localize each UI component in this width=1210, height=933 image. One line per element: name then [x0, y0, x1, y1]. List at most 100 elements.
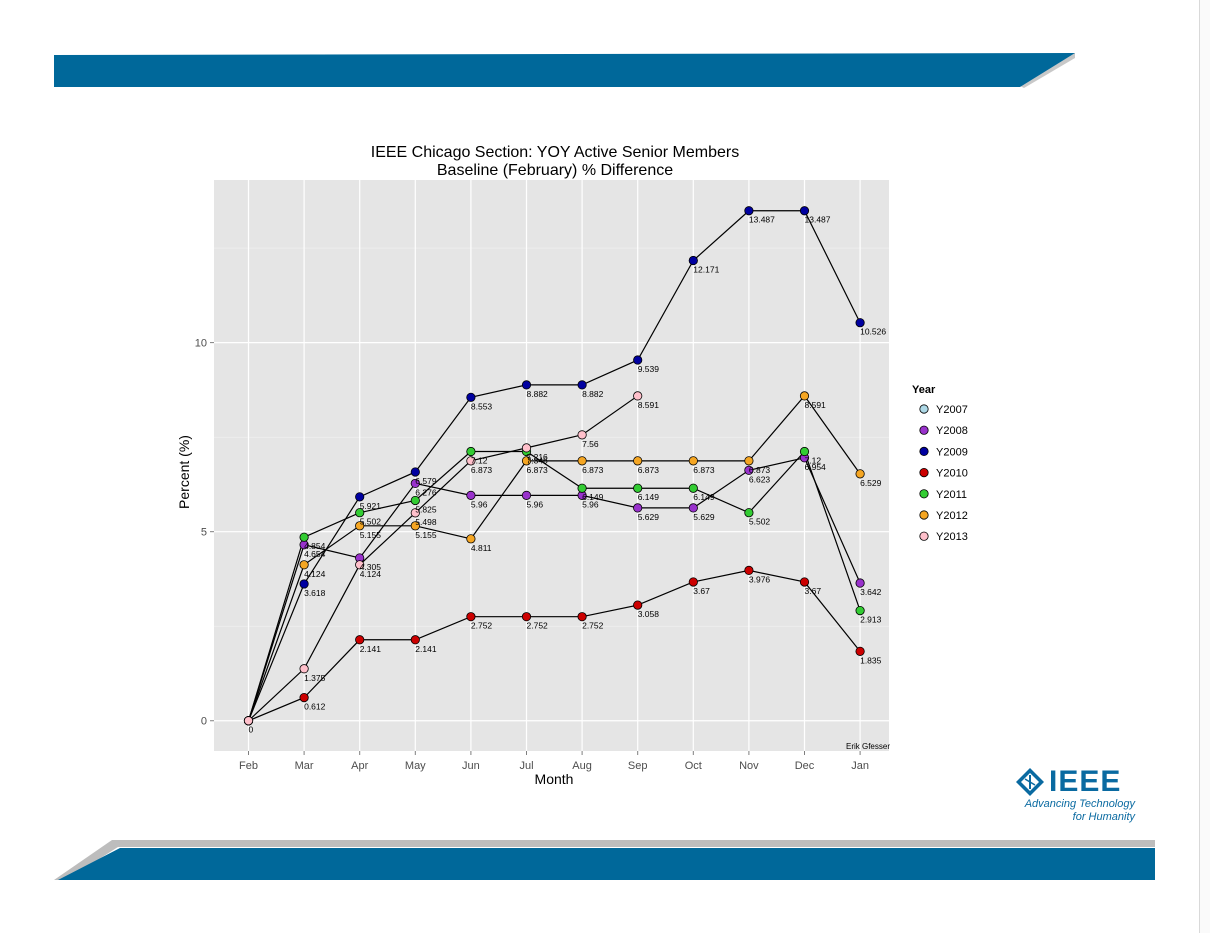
data-point-y2012 — [577, 456, 587, 466]
data-label-y2010: 3.67 — [805, 586, 822, 596]
legend-key-y2007 — [919, 404, 929, 414]
bottom-banner — [54, 840, 1155, 880]
data-label-y2008: 3.642 — [860, 587, 882, 597]
data-point-y2009 — [410, 467, 420, 477]
data-label-y2009: 8.553 — [471, 401, 493, 411]
data-point-y2009 — [688, 255, 698, 266]
data-label-y2013: 1.375 — [304, 673, 326, 683]
data-point-y2011 — [577, 483, 587, 493]
data-label-y2009: 9.539 — [638, 364, 660, 374]
data-point-y2010 — [466, 612, 476, 622]
data-label-y2008: 5.629 — [693, 512, 715, 522]
data-label-y2010: 2.752 — [471, 621, 493, 631]
data-point-y2013 — [633, 391, 643, 401]
data-label-y2011: 7.346 — [527, 456, 549, 466]
data-point-y2009 — [577, 380, 587, 390]
data-point-y2008 — [410, 478, 420, 489]
data-label-y2011: 6.149 — [638, 492, 660, 502]
ieee-logo: IEEE Advancing Technology for Humanity — [1015, 766, 1135, 832]
data-point-y2011 — [466, 446, 476, 457]
x-tick-label: Dec — [795, 760, 815, 772]
data-label-y2012: 4.124 — [304, 569, 326, 579]
bottom-banner-shadow — [54, 840, 1155, 880]
series-line-y2012 — [247, 394, 861, 721]
data-label-y2013: 6.873 — [471, 465, 493, 475]
data-label-y2012: 4.811 — [471, 543, 492, 553]
y-tick-label: 10 — [195, 338, 207, 350]
data-point-y2010 — [577, 612, 587, 622]
data-label-y2009: 3.618 — [304, 588, 326, 598]
data-point-y2009 — [521, 380, 532, 390]
data-label-y2008: 5.96 — [582, 499, 599, 509]
data-point-y2010 — [410, 635, 420, 645]
data-label-y2011: 2.913 — [860, 615, 882, 625]
data-label-y2009: 12.171 — [693, 265, 719, 275]
data-point-y2012 — [633, 456, 643, 466]
data-label-y2012: 5.155 — [415, 530, 437, 540]
chart-credit: Erik Gfesser — [846, 742, 890, 751]
legend-title: Year — [912, 384, 936, 396]
data-point-y2009 — [855, 318, 865, 328]
bottom-banner-bar — [58, 848, 1155, 880]
data-point-y2013 — [577, 430, 587, 440]
data-point-y2011 — [355, 508, 365, 518]
data-point-y2012 — [466, 534, 476, 544]
data-label-y2008: 6.276 — [415, 487, 437, 497]
data-point-y2012 — [410, 521, 420, 531]
legend-key-y2008 — [919, 425, 929, 435]
data-label-y2012: 8.591 — [805, 400, 827, 410]
data-label-y2008: 4.305 — [360, 562, 382, 572]
data-label-y2010: 1.835 — [860, 655, 882, 665]
data-label-y2011: 6.149 — [582, 492, 604, 502]
data-point-y2013 — [466, 456, 476, 466]
data-point-y2008 — [633, 503, 643, 513]
data-point-y2012 — [299, 560, 309, 570]
legend-key-y2009 — [919, 446, 929, 456]
y-axis-label: Percent (%) — [176, 435, 192, 509]
data-label-y2012: 6.873 — [527, 465, 549, 475]
data-label-y2013: 7.216 — [527, 452, 549, 462]
data-label-y2010: 0.612 — [304, 702, 326, 712]
top-banner — [54, 53, 1075, 88]
data-point-y2012 — [799, 391, 810, 401]
legend-label-y2012: Y2012 — [936, 510, 968, 522]
page-edge — [1199, 0, 1210, 933]
data-point-y2010 — [688, 577, 698, 587]
data-label-y2013: 8.591 — [638, 400, 660, 410]
data-point-y2012 — [855, 469, 865, 479]
data-label-y2012: 6.529 — [860, 478, 882, 488]
data-label-y2009: 8.882 — [527, 389, 549, 399]
data-label-y2010: 3.058 — [638, 609, 660, 619]
data-label-y2009: 5.921 — [360, 501, 382, 511]
chart-subtitle: Baseline (February) % Difference — [437, 162, 673, 179]
data-point-y2012 — [688, 456, 698, 466]
x-tick-label: Oct — [685, 760, 702, 772]
data-label-y2010: 3.976 — [749, 574, 771, 584]
data-label-y2008: 5.629 — [638, 512, 660, 522]
data-label-y2010: 3.67 — [693, 586, 710, 596]
top-banner-shadow — [1020, 53, 1075, 88]
y-tick-label: 5 — [201, 527, 207, 539]
data-label-y2011: 4.854 — [304, 541, 326, 551]
series-line-y2011 — [247, 450, 861, 721]
data-label-y2010: 2.752 — [527, 621, 549, 631]
data-point-y2013 — [410, 508, 420, 518]
data-point-y2011 — [855, 605, 865, 616]
legend-label-y2013: Y2013 — [936, 531, 968, 543]
data-label-y2012: 6.873 — [582, 465, 604, 475]
ieee-tagline-2: for Humanity — [1072, 811, 1135, 823]
data-label-y2011: 6.149 — [693, 492, 715, 502]
data-point-y2012 — [355, 521, 365, 531]
data-label-y2008: 5.96 — [527, 499, 544, 509]
data-label-y2011: 5.825 — [415, 504, 437, 514]
data-label-y2008: 5.96 — [471, 499, 488, 509]
data-point-y2011 — [688, 483, 698, 493]
y-tick-label: 0 — [201, 716, 207, 728]
legend-key-y2012 — [919, 510, 929, 520]
data-point-y2010 — [521, 612, 532, 622]
data-point-y2008 — [466, 490, 476, 500]
data-point-y2009 — [799, 206, 810, 216]
data-point-y2008 — [744, 465, 754, 475]
data-label-y2008: 4.654 — [304, 549, 326, 559]
